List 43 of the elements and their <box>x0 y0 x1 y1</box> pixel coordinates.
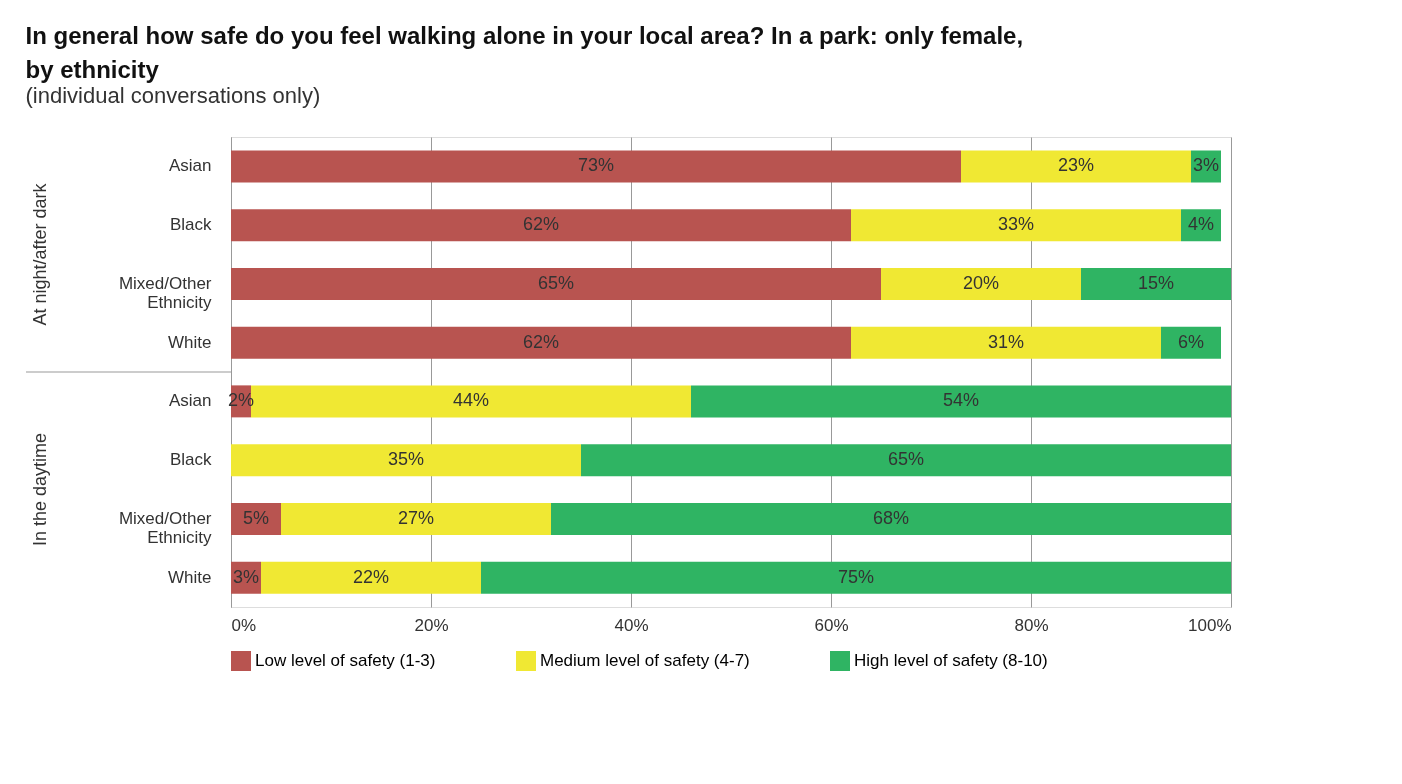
x-tick-label: 0% <box>231 615 257 635</box>
y-tick-label: Asian <box>168 391 212 411</box>
data-label: 27% <box>397 507 435 528</box>
data-label: 65% <box>887 449 925 470</box>
data-label: 73% <box>577 155 615 176</box>
data-label: 62% <box>522 214 560 235</box>
legend-label: High level of safety (8-10) <box>854 651 1048 670</box>
x-tick-label: 100% <box>1188 615 1232 635</box>
data-label: 75% <box>837 566 875 587</box>
data-label: 54% <box>942 390 980 411</box>
data-label: 31% <box>987 331 1025 352</box>
data-label: 44% <box>452 390 490 411</box>
legend-label: Low level of safety (1-3) <box>255 651 436 670</box>
y-tick-label: Black <box>169 450 212 470</box>
data-label: 65% <box>537 272 575 293</box>
y-tick-label: Black <box>169 215 212 235</box>
data-label: 33% <box>997 214 1035 235</box>
chart-subtitle: (individual conversations only) <box>25 83 321 108</box>
x-tick-label: 80% <box>1014 615 1049 635</box>
data-label: 3% <box>232 566 260 587</box>
data-label: 22% <box>352 566 390 587</box>
data-label: 3% <box>1192 155 1220 176</box>
text: In the daytime <box>30 432 50 547</box>
chart-title: In general how safe do you feel walking alone in your local area? In a park: only female, by ethnicity <box>25 22 1024 83</box>
data-label: 15% <box>1137 272 1175 293</box>
data-label: 35% <box>387 449 425 470</box>
data-label: 23% <box>1057 155 1095 176</box>
x-tick-label: 40% <box>614 615 649 635</box>
y-tick-label: Mixed/Other Ethnicity <box>118 508 212 547</box>
legend-label: Medium level of safety (4-7) <box>540 651 750 670</box>
data-label: 5% <box>242 507 270 528</box>
y-tick-label: White <box>168 567 212 587</box>
data-label: 68% <box>872 507 910 528</box>
y-tick-label: White <box>168 332 212 352</box>
y-tick-label: Mixed/Other Ethnicity <box>118 273 212 312</box>
data-label: 62% <box>522 331 560 352</box>
text: At night/after dark <box>30 182 50 326</box>
data-label: 6% <box>1177 331 1205 352</box>
x-tick-label: 60% <box>814 615 849 635</box>
data-label: 4% <box>1187 214 1215 235</box>
data-label: 20% <box>962 272 1000 293</box>
x-tick-label: 20% <box>414 615 449 635</box>
y-tick-label: Asian <box>168 156 212 176</box>
